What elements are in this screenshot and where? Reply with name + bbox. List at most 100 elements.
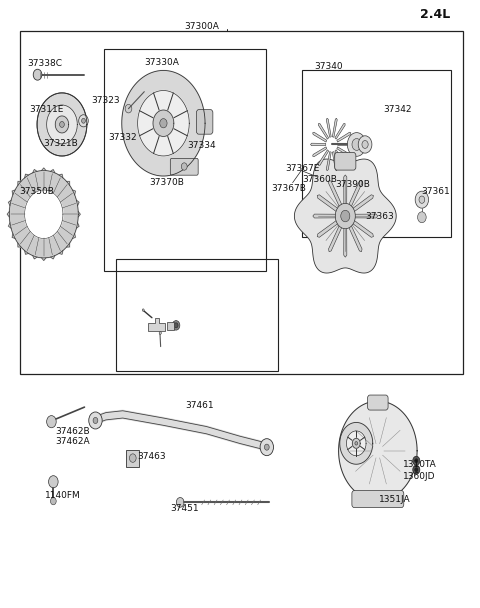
Circle shape [413,456,420,465]
Text: 37330A: 37330A [144,58,179,67]
FancyBboxPatch shape [196,109,213,134]
Polygon shape [352,220,373,237]
Circle shape [336,203,355,229]
Polygon shape [50,255,55,259]
Circle shape [47,105,77,144]
Circle shape [419,196,425,203]
Polygon shape [328,225,342,252]
Circle shape [159,331,161,334]
Polygon shape [294,159,396,273]
Text: 37332: 37332 [108,133,137,142]
Circle shape [79,115,88,127]
Bar [104,49,266,271]
Polygon shape [337,132,351,142]
Circle shape [55,116,69,133]
FancyBboxPatch shape [170,158,198,175]
Circle shape [172,320,180,330]
Text: 37311E: 37311E [29,105,64,114]
Circle shape [418,212,426,223]
Polygon shape [337,147,351,157]
Polygon shape [24,174,28,178]
Circle shape [264,444,269,450]
FancyBboxPatch shape [368,395,388,410]
Bar [167,322,174,330]
Text: 37367B: 37367B [271,184,306,193]
Polygon shape [72,190,75,195]
Polygon shape [67,181,70,185]
Circle shape [352,139,361,150]
Circle shape [413,465,420,474]
Text: 1360JD: 1360JD [403,472,435,482]
Circle shape [89,412,102,429]
Circle shape [160,119,167,128]
Text: 37367E: 37367E [286,164,320,173]
Circle shape [362,140,368,148]
Polygon shape [78,212,80,217]
FancyBboxPatch shape [352,491,404,508]
Polygon shape [12,190,15,195]
Text: 1140FM: 1140FM [45,491,81,500]
Text: 1351JA: 1351JA [379,495,410,504]
Polygon shape [41,258,46,260]
Circle shape [60,122,64,128]
Text: 37334: 37334 [187,140,216,150]
Polygon shape [354,214,378,218]
Polygon shape [335,150,345,165]
Polygon shape [41,168,46,171]
Polygon shape [9,200,11,206]
Polygon shape [352,195,373,212]
Circle shape [48,475,58,488]
Circle shape [82,119,85,123]
Polygon shape [55,116,69,133]
Polygon shape [9,223,11,228]
Polygon shape [312,132,327,142]
Circle shape [415,459,418,463]
Polygon shape [67,243,70,247]
Circle shape [355,441,358,445]
Polygon shape [7,212,10,217]
Bar [302,71,451,237]
Polygon shape [335,123,345,139]
Polygon shape [59,174,63,178]
Polygon shape [33,170,37,173]
Circle shape [159,125,164,132]
Polygon shape [326,118,331,137]
Circle shape [341,210,350,222]
Polygon shape [347,431,366,456]
Polygon shape [352,438,360,448]
Text: 37390B: 37390B [336,180,371,189]
Polygon shape [138,91,189,156]
Polygon shape [12,233,15,238]
Ellipse shape [169,92,204,155]
Text: 37350B: 37350B [19,187,54,196]
Polygon shape [332,118,337,137]
Polygon shape [153,110,174,136]
Text: 37360B: 37360B [302,174,337,184]
Circle shape [47,416,56,428]
Polygon shape [148,318,165,331]
Text: 37338C: 37338C [27,59,62,67]
Polygon shape [311,143,326,146]
Polygon shape [318,150,329,165]
Polygon shape [76,200,79,206]
Text: 37342: 37342 [384,105,412,114]
Polygon shape [332,151,337,171]
Text: 37321B: 37321B [44,139,79,148]
Polygon shape [18,243,21,247]
Polygon shape [50,170,55,173]
Polygon shape [24,250,28,254]
Text: 37461: 37461 [185,401,214,410]
Polygon shape [47,105,77,144]
Polygon shape [348,181,362,207]
Circle shape [33,69,42,80]
Text: 37451: 37451 [170,504,199,513]
Text: 37300A: 37300A [184,22,219,30]
Text: 37463: 37463 [137,452,166,461]
Circle shape [60,122,64,128]
Polygon shape [348,225,362,252]
Polygon shape [328,181,342,207]
Polygon shape [9,171,78,258]
Text: 37361: 37361 [421,187,450,196]
Polygon shape [338,143,353,146]
Circle shape [174,323,178,328]
